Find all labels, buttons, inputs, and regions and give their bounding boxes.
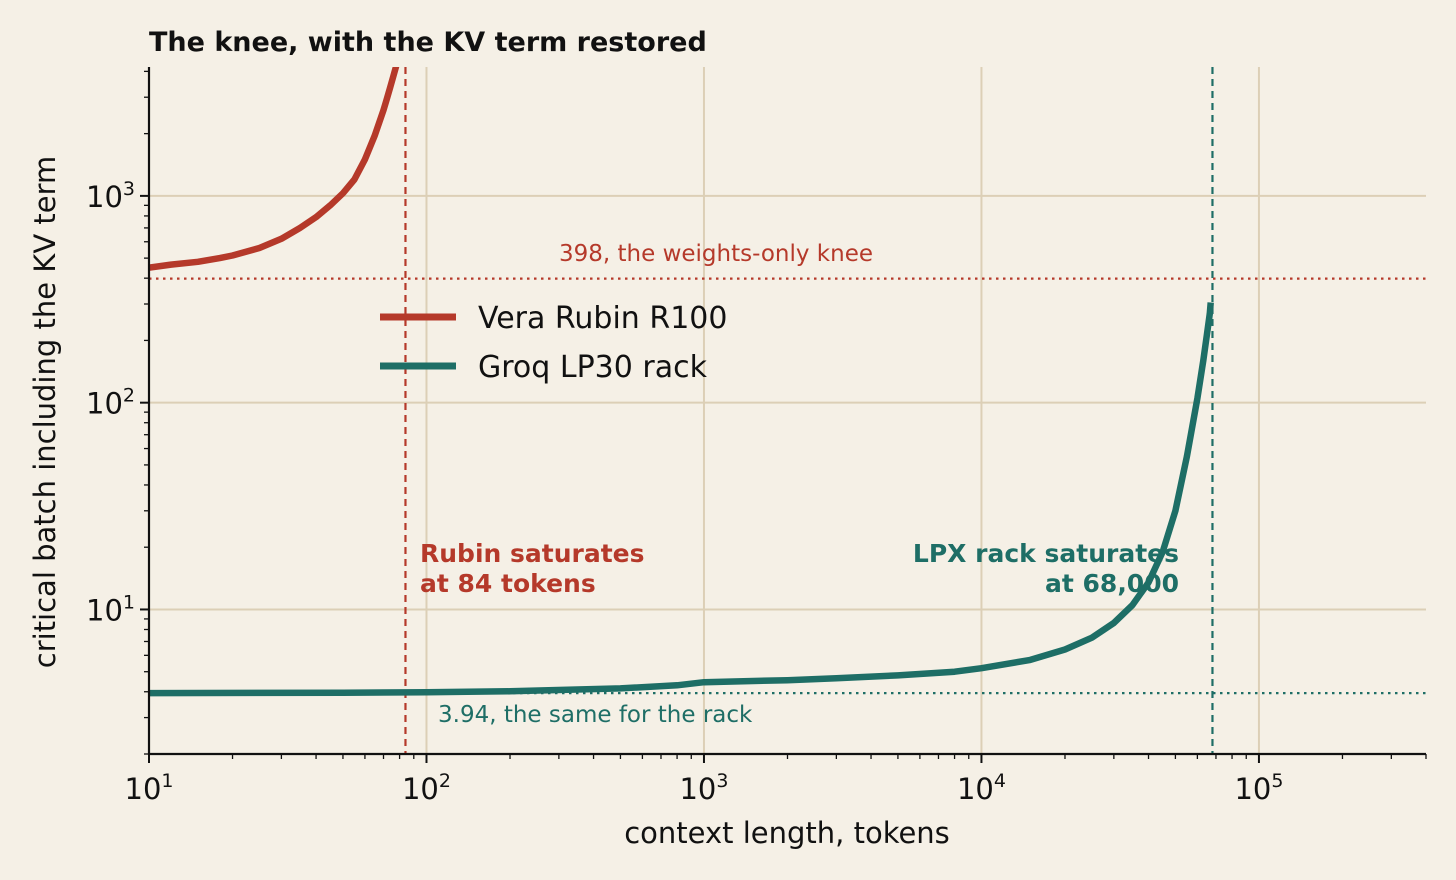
rack-knee-label: 3.94, the same for the rack (438, 702, 753, 728)
legend: Vera Rubin R100 Groq LP30 rack (380, 301, 727, 385)
y-axis-label: critical batch including the KV term (28, 156, 62, 668)
tick-labels: 101 102 103 104 105 101 102 103 (86, 178, 1283, 806)
y-tick-label-0: 101 (86, 591, 135, 627)
lpx-annotation-line-2: at 68,000 (1045, 569, 1179, 598)
lpx-annotation-line-1: LPX rack saturates (913, 539, 1179, 568)
x-tick-label-0: 101 (125, 770, 174, 806)
lpx-annotation: LPX rack saturates at 68,000 (913, 539, 1179, 598)
x-tick-label-4: 105 (1234, 770, 1283, 806)
chart-title: The knee, with the KV term restored (149, 27, 707, 58)
x-tick-label-1: 102 (402, 770, 451, 806)
legend-label-groq: Groq LP30 rack (478, 350, 708, 385)
y-tick-label-1: 102 (86, 385, 135, 421)
rubin-annotation: Rubin saturates at 84 tokens (420, 539, 645, 598)
rubin-annotation-line-1: Rubin saturates (420, 539, 645, 568)
reference-lines (149, 67, 1426, 754)
weights-only-knee-label: 398, the weights-only knee (559, 241, 873, 267)
y-tick-label-2: 103 (86, 178, 135, 214)
grid (149, 67, 1426, 754)
x-tick-label-3: 104 (957, 770, 1006, 806)
x-axis-label: context length, tokens (624, 816, 950, 850)
series-line-1 (149, 302, 1214, 697)
rubin-annotation-line-2: at 84 tokens (420, 569, 596, 598)
x-tick-label-2: 103 (679, 770, 728, 806)
series-line-0 (149, 67, 400, 271)
legend-label-vera-rubin: Vera Rubin R100 (478, 301, 727, 336)
series-lines (149, 67, 1214, 697)
axes (140, 67, 1427, 763)
